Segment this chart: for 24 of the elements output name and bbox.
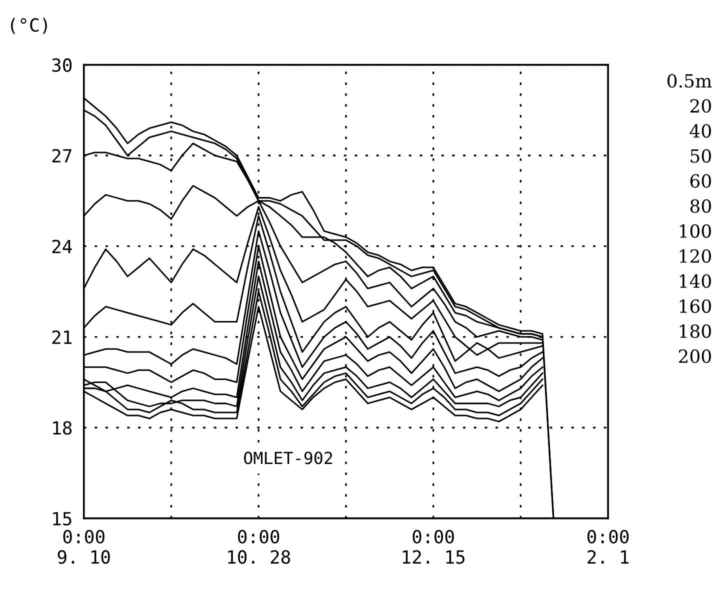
y-axis-title: (°C) bbox=[10, 18, 47, 34]
x-tick-label: 0:00 2. 1 bbox=[587, 530, 629, 564]
y-tick-label: 24 bbox=[52, 240, 72, 254]
x-tick-label: 0:00 10. 28 bbox=[228, 530, 290, 564]
text: 40 bbox=[690, 124, 711, 138]
text: 160 bbox=[680, 299, 711, 313]
text: 20 bbox=[690, 99, 711, 113]
text: 180 bbox=[680, 324, 711, 338]
y-tick-label: 21 bbox=[52, 330, 72, 344]
text: 100 bbox=[680, 224, 711, 238]
text: 120 bbox=[680, 249, 711, 263]
text: 140 bbox=[680, 274, 711, 288]
text: 200 bbox=[678, 349, 711, 364]
text: 60 bbox=[690, 174, 711, 188]
y-tick-label: 27 bbox=[52, 149, 72, 162]
annotation: OMLET-902 bbox=[244, 452, 332, 464]
x-tick-label: 0:00 9. 10 bbox=[58, 530, 110, 564]
text: 0.5m bbox=[668, 74, 712, 88]
y-tick-label: 30 bbox=[52, 58, 72, 72]
y-tick-label: 15 bbox=[53, 512, 72, 526]
x-tick-label: 0:00 12. 15 bbox=[402, 530, 464, 564]
y-tick-label: 18 bbox=[53, 421, 72, 435]
text: 50 bbox=[690, 149, 711, 163]
text: 80 bbox=[690, 199, 711, 213]
